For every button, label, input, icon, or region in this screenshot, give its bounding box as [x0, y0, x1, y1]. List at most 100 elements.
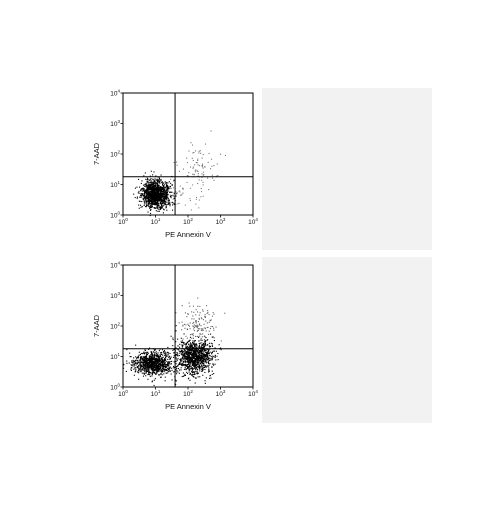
event-dot [157, 191, 159, 193]
event-dot [192, 371, 194, 373]
event-dot [142, 361, 144, 363]
event-dot [147, 363, 149, 365]
event-dot [148, 365, 150, 367]
event-dot [154, 348, 156, 350]
event-dot [153, 355, 155, 357]
event-dot [168, 371, 170, 373]
event-dot [184, 355, 186, 357]
event-dot [205, 359, 207, 361]
event-dot [143, 364, 145, 366]
event-dot [140, 366, 142, 368]
event-dot [147, 177, 149, 179]
event-dot [162, 189, 164, 191]
event-dot [148, 206, 150, 208]
event-dot [148, 200, 150, 202]
event-dot [151, 196, 153, 198]
event-dot [144, 198, 146, 200]
event-dot [140, 370, 142, 372]
event-dot [153, 357, 155, 359]
event-dot [157, 186, 159, 188]
event-dot [167, 197, 169, 199]
event-dot [193, 343, 195, 345]
event-dot [148, 184, 150, 186]
event-dot [135, 359, 137, 361]
event-dot [162, 185, 164, 187]
event-dot [155, 363, 157, 365]
event-dot [163, 363, 165, 365]
event-dot [153, 203, 155, 205]
event-dot [160, 179, 162, 181]
histogram-top-background [262, 88, 432, 250]
event-dot [158, 192, 160, 194]
event-dot [191, 333, 193, 335]
event-dot [152, 193, 154, 195]
y-tick-label: 103 [110, 291, 120, 300]
event-dot [148, 186, 150, 188]
event-dot [147, 200, 149, 202]
event-dot [197, 173, 199, 175]
event-dot [181, 363, 183, 365]
event-dot [156, 359, 158, 361]
event-dot [193, 321, 195, 323]
event-dot [147, 369, 149, 371]
event-dot [156, 178, 158, 180]
x-axis-label: PE Annexin V [165, 230, 211, 239]
event-dot [144, 184, 146, 186]
event-dot [161, 199, 163, 201]
event-dot [136, 363, 138, 365]
event-dot [159, 354, 161, 356]
event-dot [202, 167, 204, 169]
event-dot [193, 318, 195, 320]
event-dot [162, 360, 164, 362]
event-dot [197, 311, 199, 313]
event-dot [194, 346, 196, 348]
event-dot [159, 179, 161, 181]
event-dot [165, 363, 167, 365]
event-dot [139, 368, 141, 370]
event-dot [157, 180, 159, 182]
event-dot [149, 202, 151, 204]
event-dot [161, 364, 163, 366]
event-dot [161, 357, 163, 359]
event-dot [165, 360, 167, 362]
event-dot [193, 328, 195, 330]
event-dot [201, 166, 203, 168]
event-dot [194, 373, 196, 375]
event-dot [146, 186, 148, 188]
event-dot [158, 366, 160, 368]
event-dot [186, 351, 188, 353]
event-dot [152, 361, 154, 363]
event-dot [188, 362, 190, 364]
event-dot [207, 310, 209, 312]
event-dot [153, 363, 155, 365]
event-dot [141, 357, 143, 359]
event-dot [197, 305, 199, 307]
event-dot [157, 359, 159, 361]
y-tick-exponent: 3 [117, 119, 120, 124]
event-dot [210, 355, 212, 357]
event-dot [149, 185, 151, 187]
event-dot [158, 204, 160, 206]
event-dot [185, 358, 187, 360]
event-dot [202, 310, 204, 312]
event-dot [145, 193, 147, 195]
event-dot [194, 367, 196, 369]
event-dot [180, 194, 182, 196]
event-dot [146, 360, 148, 362]
event-dot [146, 196, 148, 198]
event-dot [179, 361, 181, 363]
event-dot [157, 190, 159, 192]
y-tick-label: 101 [110, 352, 120, 361]
event-dot [181, 352, 183, 354]
event-dot [150, 187, 152, 189]
y-tick-exponent: 3 [117, 291, 120, 296]
event-dot [210, 333, 212, 335]
event-dot [186, 157, 188, 159]
event-dot [197, 325, 199, 327]
event-dot [170, 182, 172, 184]
event-dot [157, 369, 159, 371]
event-dot [157, 196, 159, 198]
event-dot [176, 367, 178, 369]
event-dot [182, 359, 184, 361]
event-dot [192, 350, 194, 352]
